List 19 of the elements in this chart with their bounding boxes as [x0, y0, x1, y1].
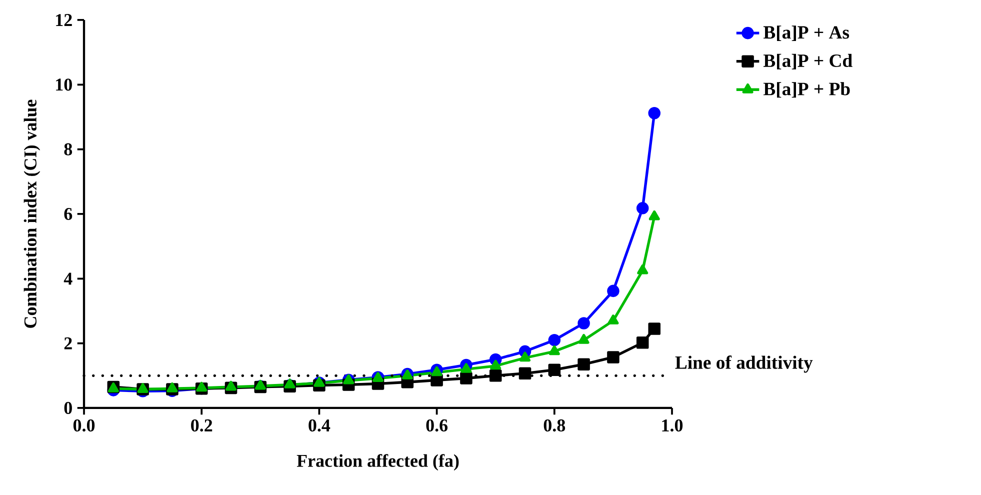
ref-line-label: Line of additivity [675, 356, 813, 373]
y-tick-label: 0 [64, 402, 72, 414]
legend-label: B[a]P + Cd [763, 54, 852, 70]
y-tick-label: 8 [64, 143, 72, 156]
legend-label: B[a]P + As [763, 26, 850, 42]
y-tick-label: 6 [64, 208, 72, 220]
y-tick-label: 12 [56, 14, 72, 26]
y-tick-label: 10 [56, 78, 72, 91]
y-tick-label: 4 [64, 272, 72, 285]
x-tick-label: 0.0 [73, 419, 95, 432]
x-axis-title: Fraction affected (fa) [296, 454, 459, 471]
x-tick-label: 0.2 [191, 419, 212, 432]
y-axis-title: Combination index (CI) value [24, 100, 40, 328]
x-tick-label: 0.8 [544, 419, 566, 432]
legend-label: B[a]P + Pb [763, 82, 850, 98]
x-tick-label: 1.0 [662, 419, 683, 432]
y-tick-label: 2 [64, 337, 72, 350]
x-tick-label: 0.6 [426, 419, 448, 432]
x-tick-label: 0.4 [308, 419, 330, 432]
